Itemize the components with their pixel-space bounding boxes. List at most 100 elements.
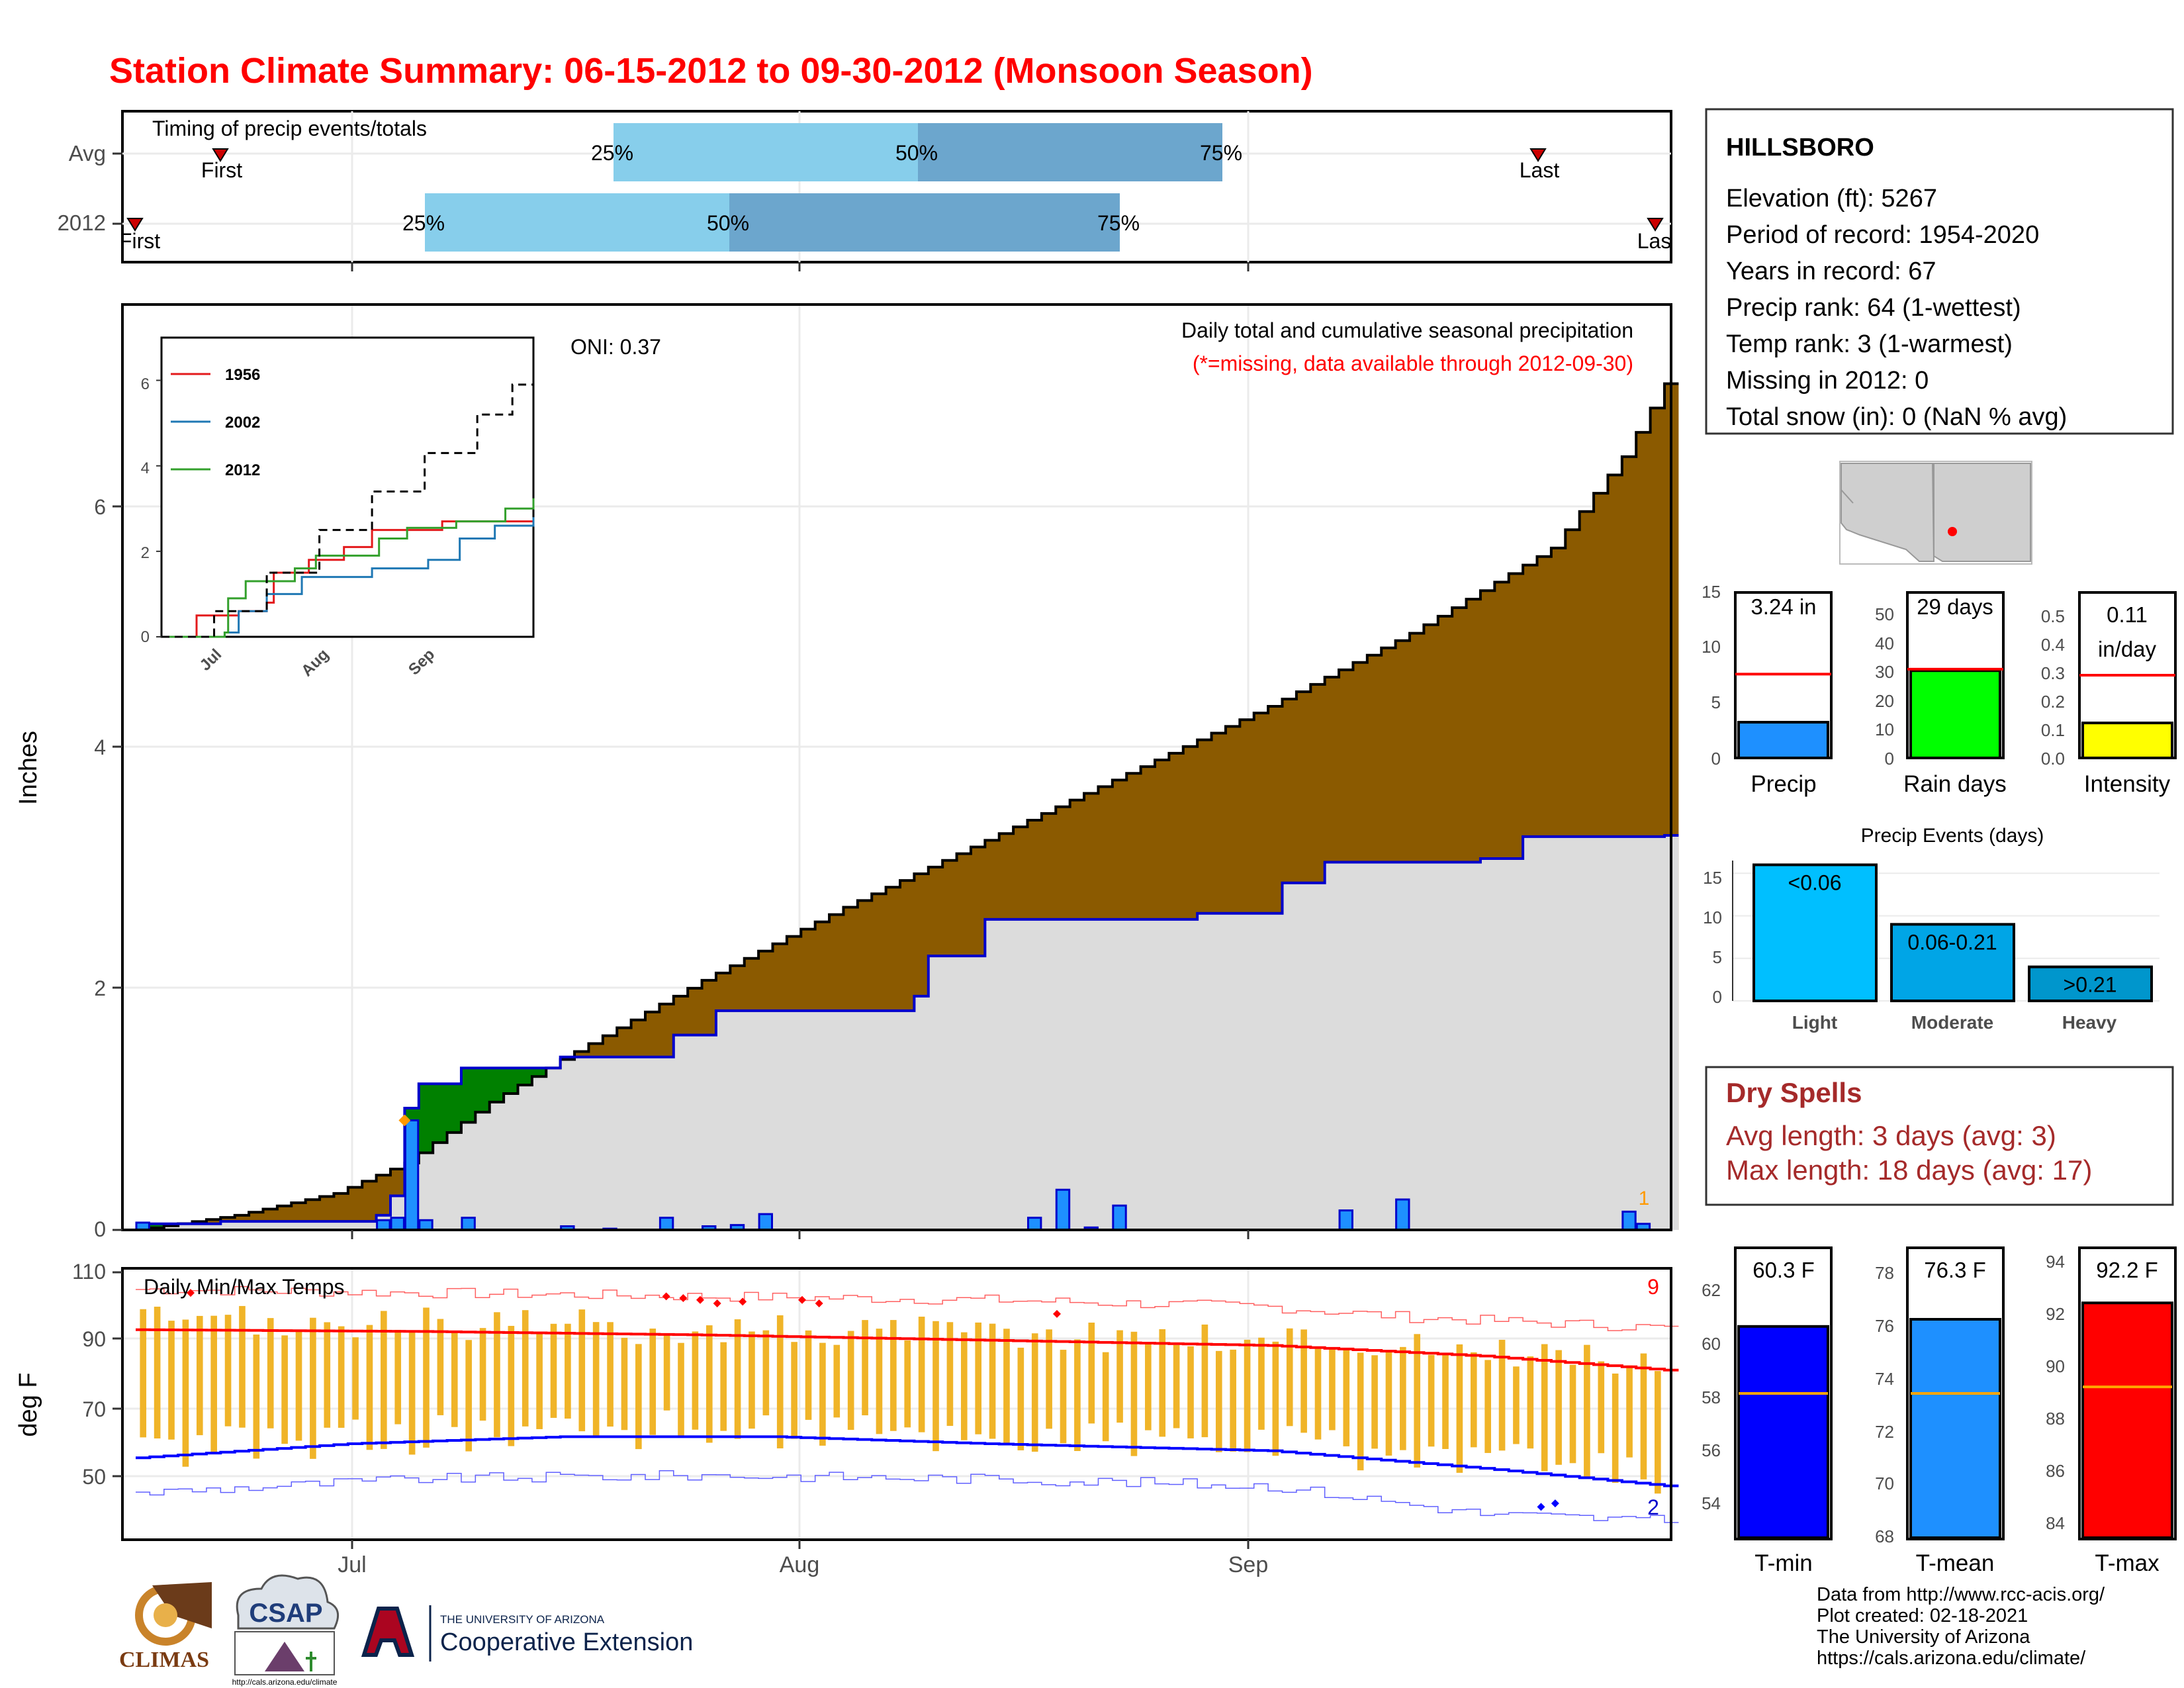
locator-map [1839,461,2032,565]
raindays-tick: 0 [1885,749,1894,769]
temps-ylabel: deg F [15,1372,42,1436]
tmin-mini-chart: 60.3 F 54 56 58 60 62 T-min [1702,1246,1833,1576]
daily-temp-range [1003,1329,1010,1444]
y2012-q25-q50-bar [425,193,729,252]
events-bar-label: 0.06-0.21 [1907,930,1997,954]
daily-temp-range [762,1330,770,1416]
station-line: Years in record: 67 [1726,258,1936,285]
temps-xtick: Aug [780,1552,820,1577]
daily-temp-range [394,1329,402,1425]
tmean-value: 76.3 F [1924,1258,1986,1282]
ua-top-text: THE UNIVERSITY OF ARIZONA [440,1613,605,1626]
record-min-line [136,1470,1679,1523]
daily-precip-bar [461,1217,476,1231]
daily-precip-bar [659,1217,674,1231]
y2012-first-marker [126,218,144,232]
events-bar-Moderate [1890,923,2015,1003]
daily-temp-range [933,1321,939,1452]
tmax-tick: 88 [2046,1409,2065,1429]
timing-panel: Timing of precip events/totals Avg 2012 … [58,110,1672,271]
tmean-tick: 68 [1875,1526,1894,1546]
daily-temp-range [1655,1371,1661,1494]
legend-2012: 2012 [225,461,260,479]
tmin-label: T-min [1754,1550,1813,1576]
daily-temp-range [451,1331,458,1427]
daily-temp-range [1414,1334,1421,1468]
legend-1956: 1956 [225,366,260,384]
station-line: Temp rank: 3 (1-warmest) [1726,330,2013,358]
precip-tick: 10 [1702,637,1721,657]
daily-temp-range [1343,1349,1350,1446]
raindays-label: Rain days [1903,771,2007,797]
daily-temp-range [408,1332,416,1455]
tmax-tick: 92 [2046,1304,2065,1324]
daily-temp-range [1357,1352,1364,1471]
events-bar-Light [1752,863,1878,1002]
tmax-tick: 84 [2046,1513,2065,1533]
daily-temp-range [168,1321,175,1440]
daily-temp-range [1484,1360,1491,1453]
daily-temp-range [705,1325,713,1443]
temperature-panel: Daily Min/Max Temps 9 2 deg F 110 90 70 … [15,1260,1679,1577]
daily-temp-range [1060,1350,1067,1444]
intensity-tick: 0.5 [2041,606,2065,626]
events-tick: 10 [1703,908,1722,927]
inset-ytick: 6 [141,375,150,393]
record-high-marker [1053,1309,1061,1318]
tmean-label: T-mean [1916,1550,1995,1576]
daily-precip-bar [390,1217,405,1231]
main-note: (*=missing, data available through 2012-… [1193,352,1633,375]
daily-temp-range [649,1329,657,1435]
daily-temp-range [437,1319,444,1415]
daily-temp-range [565,1323,571,1419]
raindays-tick: 30 [1875,662,1894,682]
temps-ytick: 50 [82,1465,106,1489]
daily-temp-range [1173,1344,1180,1429]
daily-temp-range [1031,1333,1038,1452]
daily-temp-range [749,1331,755,1429]
tmean-tick: 70 [1875,1474,1894,1493]
daily-temp-range [1074,1339,1081,1451]
inset-legend: 1956 2002 2012 [171,366,260,479]
daily-temp-range [253,1335,260,1459]
credit-line: https://cals.arizona.edu/climate/ [1817,1648,2086,1669]
events-category: Heavy [2062,1012,2117,1033]
intensity-unit: in/day [2098,637,2157,661]
precip-mini-chart: 3.24 in 0 5 10 15 Precip [1702,582,1833,797]
daily-temp-range [1046,1329,1052,1429]
main-ytick: 0 [94,1217,106,1241]
inset-ytick: 2 [141,544,150,562]
daily-temp-range [1400,1346,1406,1450]
daily-temp-range [338,1326,345,1428]
daily-temp-range [678,1342,684,1438]
cumulative-2012-area [136,835,1679,1230]
daily-temp-range [960,1332,968,1440]
daily-temp-range [734,1319,741,1439]
main-precip-panel: ONI: 0.37 Daily total and cumulative sea… [15,303,1679,1241]
daily-precip-bar [1621,1210,1637,1231]
dry-spells-box: Dry Spells Avg length: 3 days (avg: 3) M… [1705,1066,2174,1206]
summary-bar-Precip [1737,721,1829,759]
tmin-value: 60.3 F [1752,1258,1815,1282]
raindays-mini-chart: 29 days 0 10 20 30 40 50 Rain days [1875,591,2007,797]
inset-ytick: 4 [141,459,150,477]
record-high-marker [713,1299,721,1307]
record-high-marker [696,1295,704,1304]
timing-row-avg: Avg [69,141,106,165]
y2012-last-marker [1647,218,1664,232]
daily-temp-range [621,1337,628,1430]
precip-label: Precip [1751,771,1816,797]
avg-last-label: Last [1520,158,1560,182]
raindays-tick: 20 [1875,691,1894,711]
daily-temp-range [1626,1365,1633,1458]
daily-temp-range [876,1329,883,1434]
record-low-count: 2 [1647,1495,1659,1519]
main-count-label: 1 [1639,1188,1650,1209]
daily-precip-bar [758,1213,773,1231]
precip-tick: 15 [1702,582,1721,602]
raindays-tick: 40 [1875,633,1894,653]
page-title: Station Climate Summary: 06-15-2012 to 0… [109,51,1313,91]
intensity-tick: 0.2 [2041,692,2065,712]
credit-line: Data from http://www.rcc-acis.org/ [1817,1584,2105,1605]
main-ytick: 4 [94,735,106,759]
